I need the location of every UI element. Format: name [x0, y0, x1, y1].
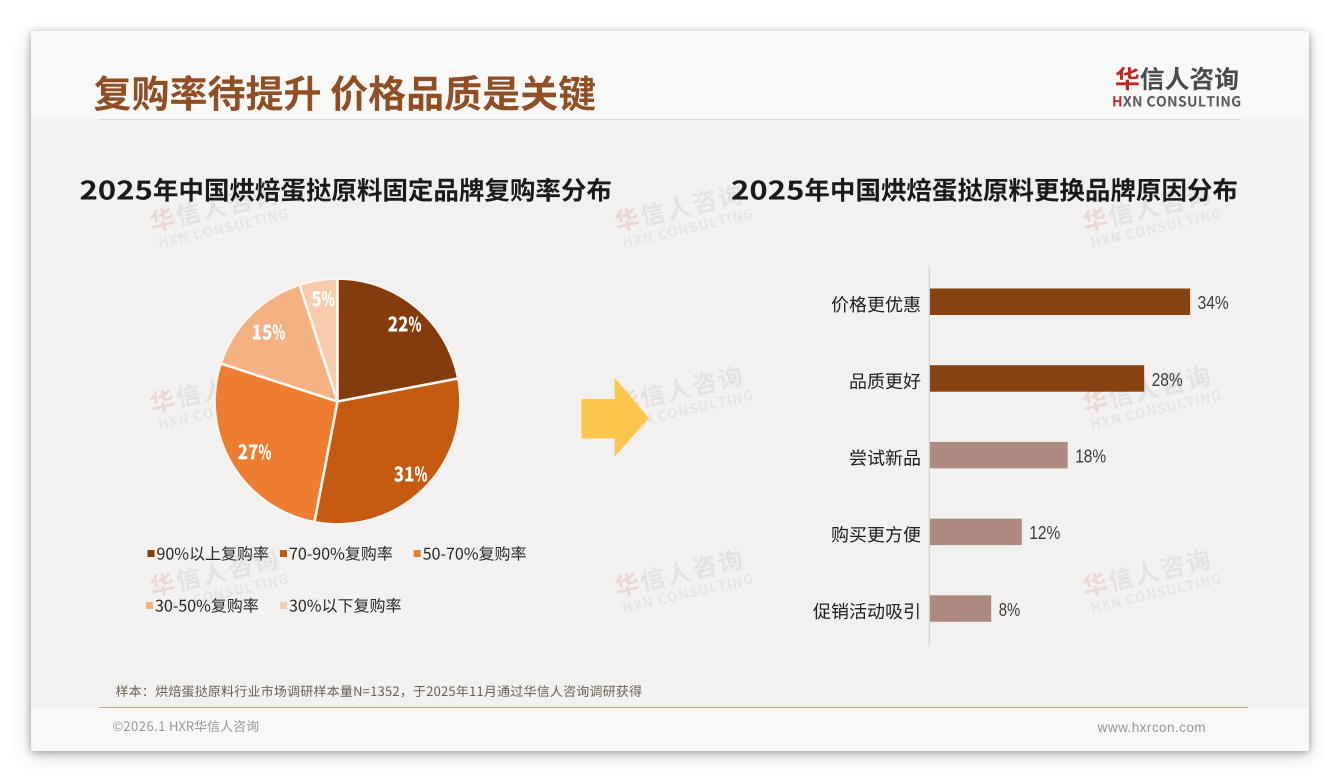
svg-text:18%: 18%	[1075, 447, 1106, 467]
svg-text:12%: 12%	[1029, 523, 1060, 543]
svg-text:28%: 28%	[1152, 370, 1183, 390]
svg-text:34%: 34%	[1198, 293, 1229, 313]
svg-text:www.hxrcon.com: www.hxrcon.com	[1097, 720, 1206, 735]
svg-text:8%: 8%	[999, 600, 1021, 620]
